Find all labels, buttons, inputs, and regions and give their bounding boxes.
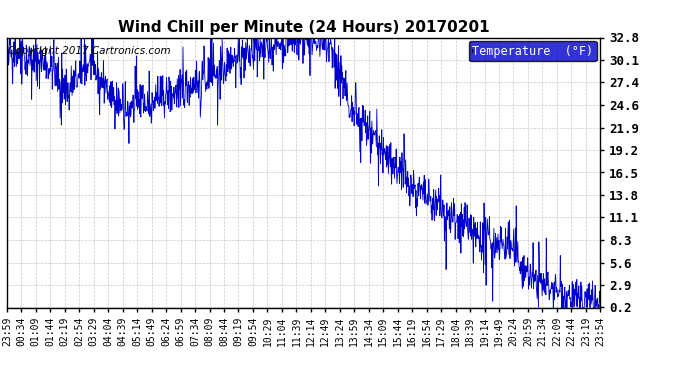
Legend: Temperature  (°F): Temperature (°F) <box>469 41 597 61</box>
Title: Wind Chill per Minute (24 Hours) 20170201: Wind Chill per Minute (24 Hours) 2017020… <box>118 20 489 35</box>
Text: Copyright 2017 Cartronics.com: Copyright 2017 Cartronics.com <box>8 46 170 56</box>
